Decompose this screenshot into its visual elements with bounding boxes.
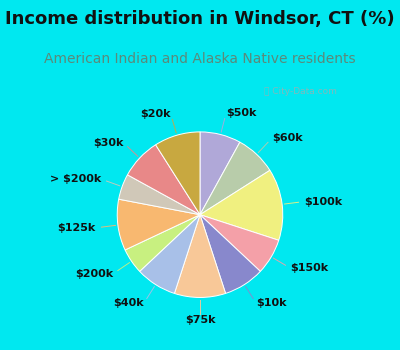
Wedge shape (200, 132, 240, 215)
Wedge shape (140, 215, 200, 293)
Text: $75k: $75k (185, 315, 215, 325)
Text: Income distribution in Windsor, CT (%): Income distribution in Windsor, CT (%) (5, 10, 395, 28)
Wedge shape (128, 145, 200, 215)
Wedge shape (125, 215, 200, 271)
Text: $40k: $40k (113, 299, 144, 308)
Text: $30k: $30k (93, 138, 123, 148)
Wedge shape (156, 132, 200, 215)
Wedge shape (200, 215, 260, 293)
Text: > $200k: > $200k (50, 174, 101, 184)
Text: ⧖ City-Data.com: ⧖ City-Data.com (264, 86, 337, 96)
Wedge shape (200, 215, 279, 271)
Text: American Indian and Alaska Native residents: American Indian and Alaska Native reside… (44, 52, 356, 66)
Wedge shape (200, 142, 270, 215)
Wedge shape (117, 199, 200, 250)
Text: $200k: $200k (75, 269, 113, 279)
Wedge shape (200, 170, 283, 240)
Wedge shape (119, 175, 200, 215)
Text: $150k: $150k (290, 263, 329, 273)
Text: $10k: $10k (256, 299, 287, 308)
Wedge shape (174, 215, 226, 298)
Text: $100k: $100k (304, 196, 342, 206)
Text: $20k: $20k (140, 109, 171, 119)
Text: $50k: $50k (226, 108, 256, 118)
Text: $125k: $125k (58, 223, 96, 233)
Text: $60k: $60k (272, 133, 302, 143)
